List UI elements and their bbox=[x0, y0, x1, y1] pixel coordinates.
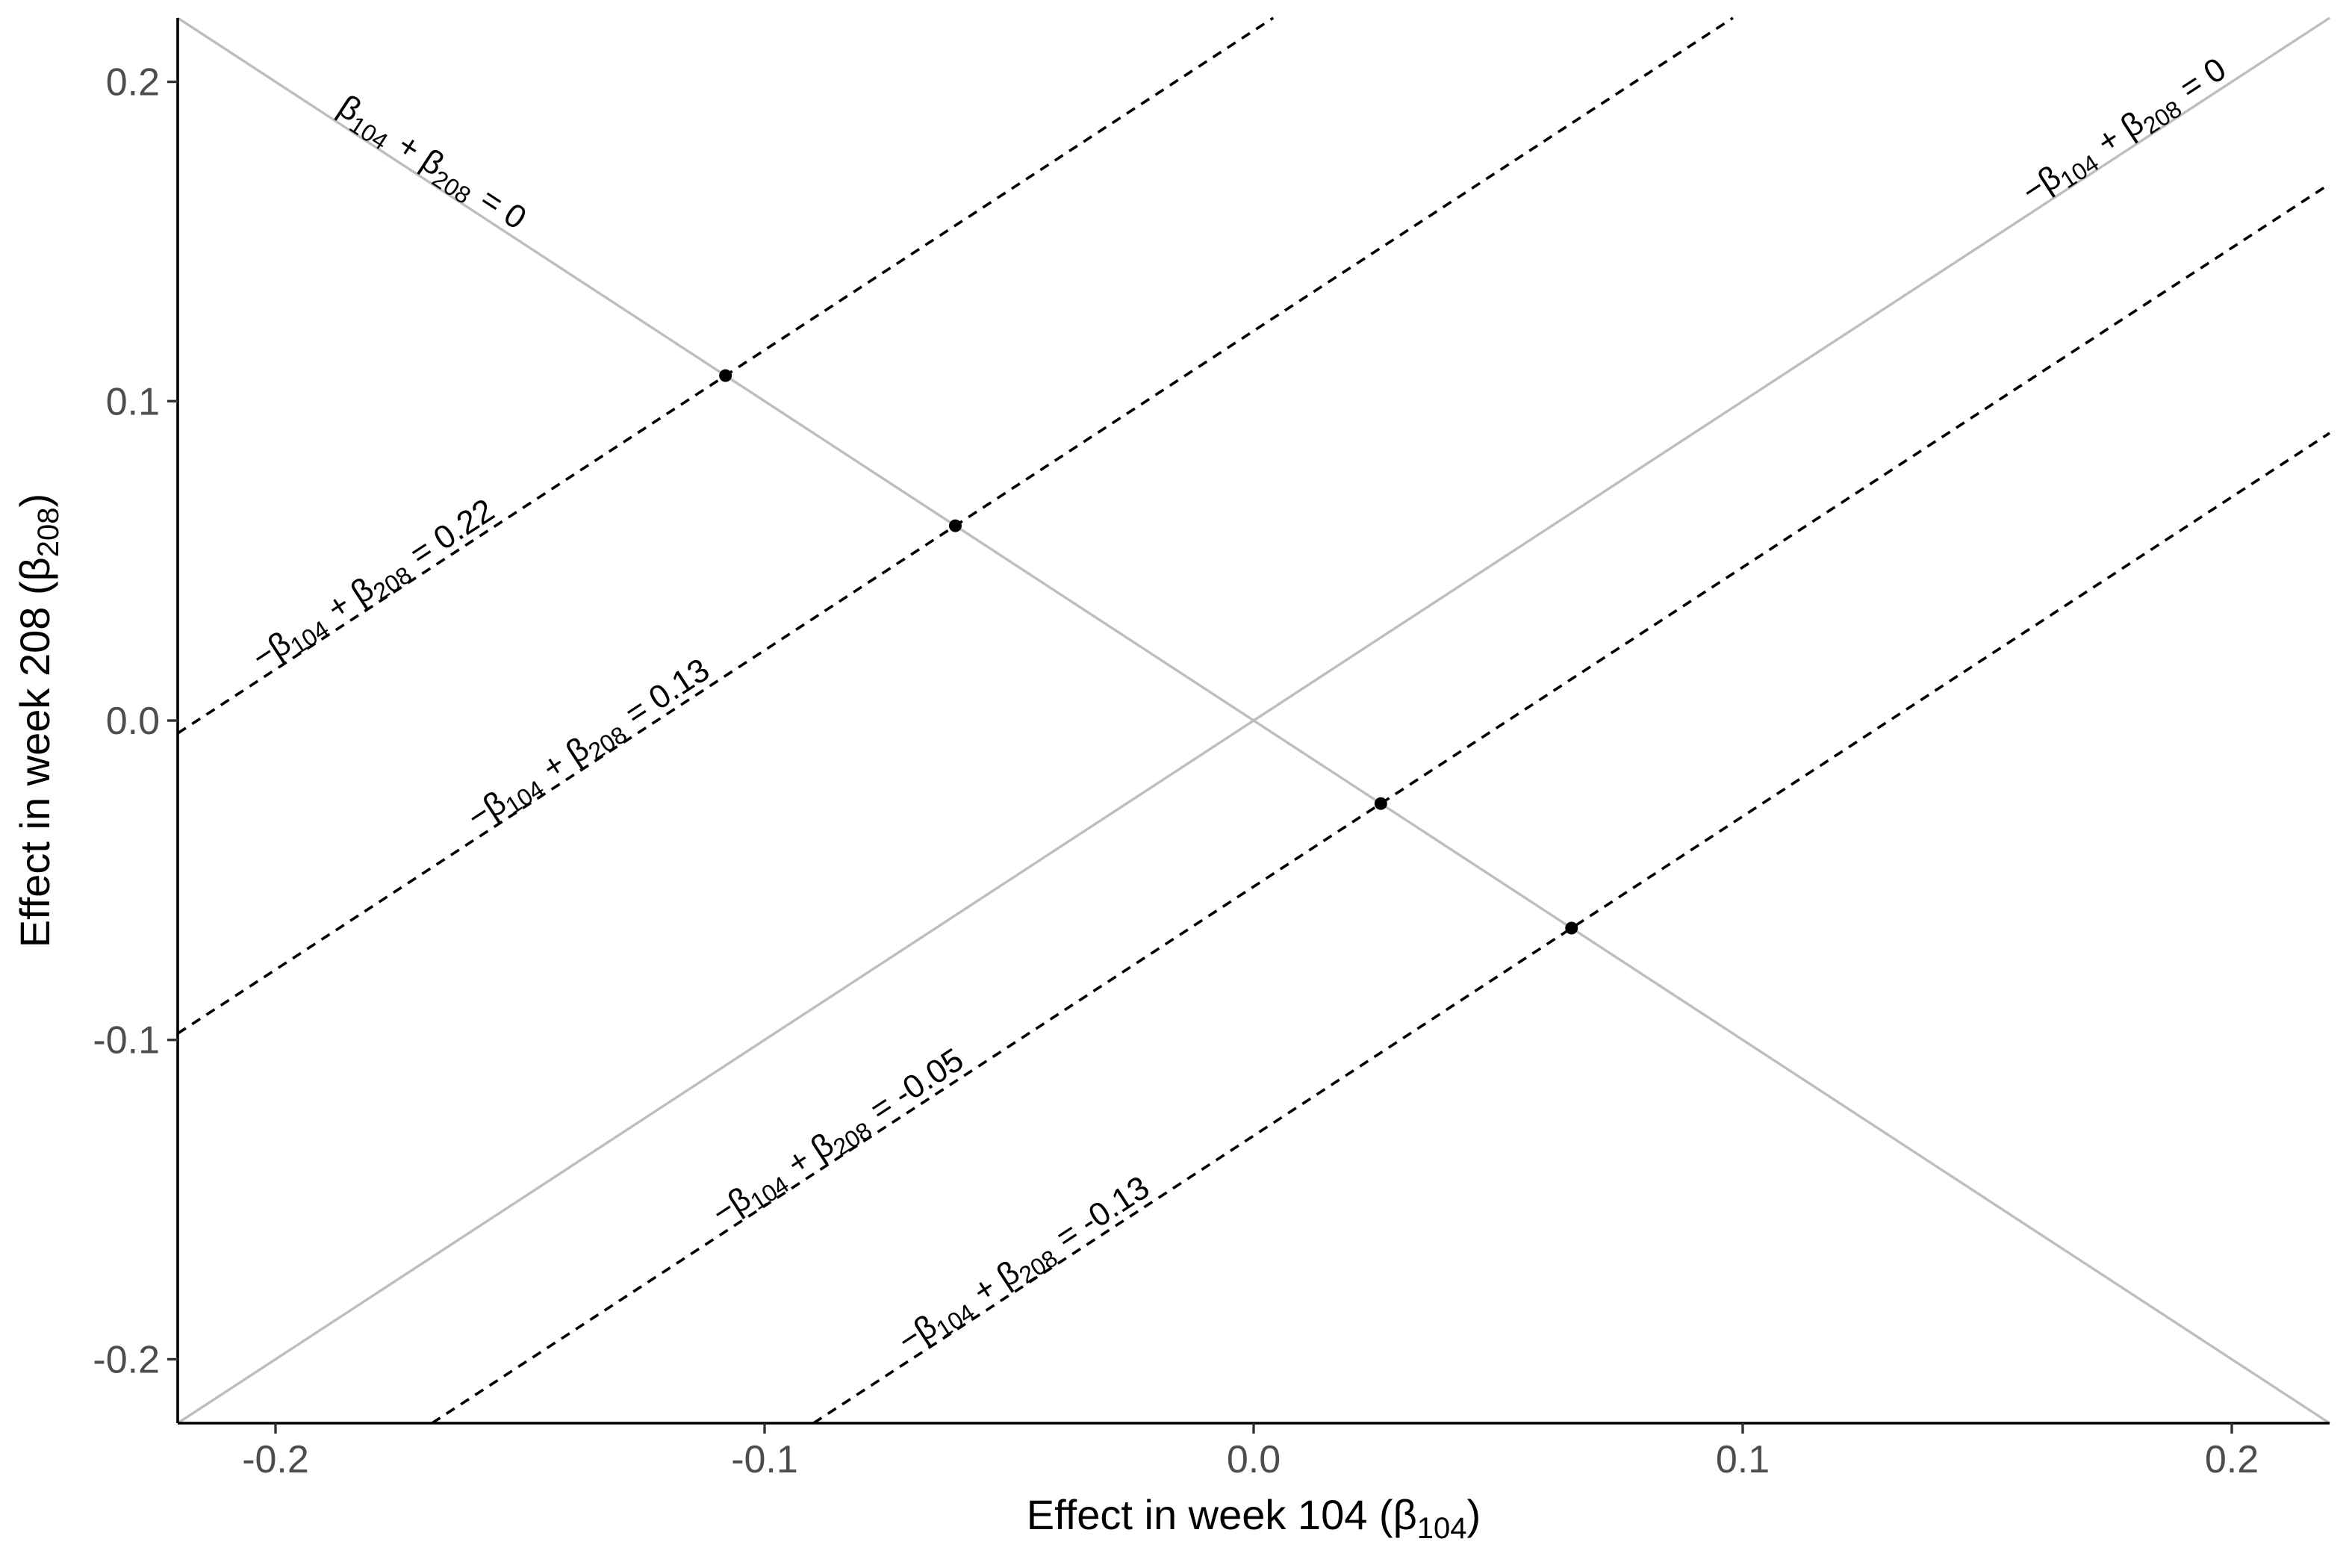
y-tick-label-4: 0.2 bbox=[106, 61, 160, 105]
data-point-3 bbox=[1565, 921, 1578, 935]
y-tick-label-1: -0.1 bbox=[93, 1019, 160, 1063]
data-point-1 bbox=[948, 519, 962, 532]
data-point-0 bbox=[719, 369, 732, 382]
y-tick-label-0: -0.2 bbox=[93, 1338, 160, 1381]
reference-line-1 bbox=[177, 16, 2330, 1425]
data-points bbox=[719, 369, 1578, 935]
x-tick-label-2: 0.0 bbox=[1227, 1438, 1281, 1481]
x-ticks: -0.2 -0.1 0.0 0.1 0.2 bbox=[242, 1423, 2259, 1481]
x-tick-label-0: -0.2 bbox=[242, 1438, 309, 1481]
x-tick-label-4: 0.2 bbox=[2205, 1438, 2259, 1481]
x-tick-label-3: 0.1 bbox=[1716, 1438, 1770, 1481]
x-axis-title: Effect in week 104 (β104) bbox=[1027, 1491, 1481, 1545]
y-ticks: -0.2 -0.1 0.0 0.1 0.2 bbox=[93, 61, 178, 1381]
x-tick-label-1: -0.1 bbox=[731, 1438, 798, 1481]
y-axis-title: Effect in week 208 (β208) bbox=[11, 494, 65, 948]
y-tick-label-2: 0.0 bbox=[106, 700, 160, 743]
y-tick-label-3: 0.1 bbox=[106, 380, 160, 423]
data-point-2 bbox=[1374, 797, 1387, 810]
axis-titles: Effect in week 104 (β104) Effect in week … bbox=[11, 494, 1481, 1545]
